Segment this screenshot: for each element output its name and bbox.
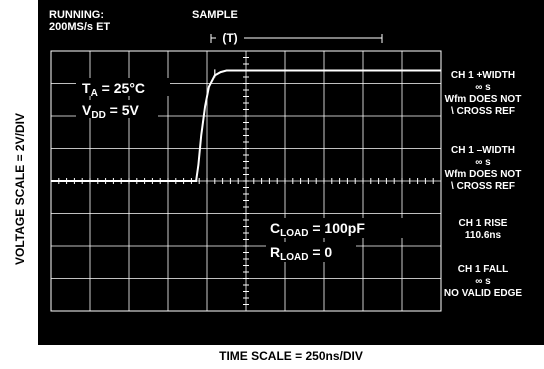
meas-fall-note: NO VALID EDGE bbox=[443, 288, 523, 299]
waveform-trace bbox=[51, 69, 441, 182]
meas-neg-width-title: CH 1 –WIDTH bbox=[451, 145, 515, 156]
ta-label-bg bbox=[76, 78, 170, 96]
meas-neg-width-value: ∞ s bbox=[475, 157, 491, 168]
cload-main: C bbox=[270, 220, 280, 236]
meas-fall: CH 1 FALL ∞ s NO VALID EDGE bbox=[428, 264, 538, 300]
meas-rise-value: 110.6ns bbox=[464, 230, 502, 241]
rload-main: R bbox=[270, 244, 280, 260]
meas-rise: CH 1 RISE 110.6ns bbox=[428, 218, 538, 242]
ta-label: TA = 25°C bbox=[82, 80, 145, 99]
cload-label-bg bbox=[266, 218, 406, 238]
meas-rise-title: CH 1 RISE bbox=[458, 218, 508, 229]
ta-sub: A bbox=[91, 88, 98, 99]
vdd-sub: DD bbox=[91, 110, 105, 121]
meas-fall-title: CH 1 FALL bbox=[457, 264, 509, 275]
oscilloscope-screen: RUNNING: 200MS/s ET SAMPLE (T) TA = 25°C… bbox=[38, 0, 544, 345]
sample-label: SAMPLE bbox=[192, 9, 238, 21]
trigger-label-bg bbox=[216, 30, 244, 46]
waveform-plot: (T) TA = 25°C VDD = 5V CLOAD = 100pF RLO… bbox=[50, 30, 442, 312]
test-conditions: TA = 25°C VDD = 5V CLOAD = 100pF RLOAD =… bbox=[76, 78, 406, 263]
meas-pos-width-title: CH 1 +WIDTH bbox=[450, 70, 516, 81]
y-axis-label: VOLTAGE SCALE = 2V/DIV bbox=[13, 113, 27, 265]
vdd-value: = 5V bbox=[106, 102, 140, 118]
meas-pos-width: CH 1 +WIDTH ∞ s Wfm DOES NOT \ CROSS REF bbox=[428, 70, 538, 118]
rload-label: RLOAD = 0 bbox=[270, 244, 332, 263]
vdd-main: V bbox=[82, 102, 92, 118]
ta-value: = 25°C bbox=[98, 80, 145, 96]
meas-neg-width: CH 1 –WIDTH ∞ s Wfm DOES NOT \ CROSS REF bbox=[428, 145, 538, 193]
cload-sub: LOAD bbox=[280, 228, 308, 239]
cload-value: = 100pF bbox=[308, 220, 365, 236]
status-running: RUNNING: bbox=[49, 9, 104, 21]
x-axis-label: TIME SCALE = 250ns/DIV bbox=[219, 349, 363, 363]
ta-main: T bbox=[82, 80, 91, 96]
vdd-label: VDD = 5V bbox=[82, 102, 140, 121]
rload-label-bg bbox=[266, 242, 356, 262]
meas-neg-width-note: Wfm DOES NOT bbox=[444, 169, 522, 180]
meas-pos-width-note: Wfm DOES NOT bbox=[444, 94, 522, 105]
vdd-label-bg bbox=[76, 100, 158, 118]
status-sample-rate: 200MS/s ET bbox=[49, 21, 111, 33]
meas-pos-width-value: ∞ s bbox=[475, 82, 491, 93]
meas-fall-value: ∞ s bbox=[475, 276, 491, 287]
meas-pos-width-note2: \ CROSS REF bbox=[451, 106, 515, 117]
rload-value: = 0 bbox=[308, 244, 332, 260]
cload-label: CLOAD = 100pF bbox=[270, 220, 365, 239]
trigger-label: (T) bbox=[222, 31, 237, 45]
rload-sub: LOAD bbox=[280, 252, 308, 263]
meas-neg-width-note2: \ CROSS REF bbox=[451, 181, 515, 192]
trigger-bar: (T) bbox=[210, 30, 383, 46]
